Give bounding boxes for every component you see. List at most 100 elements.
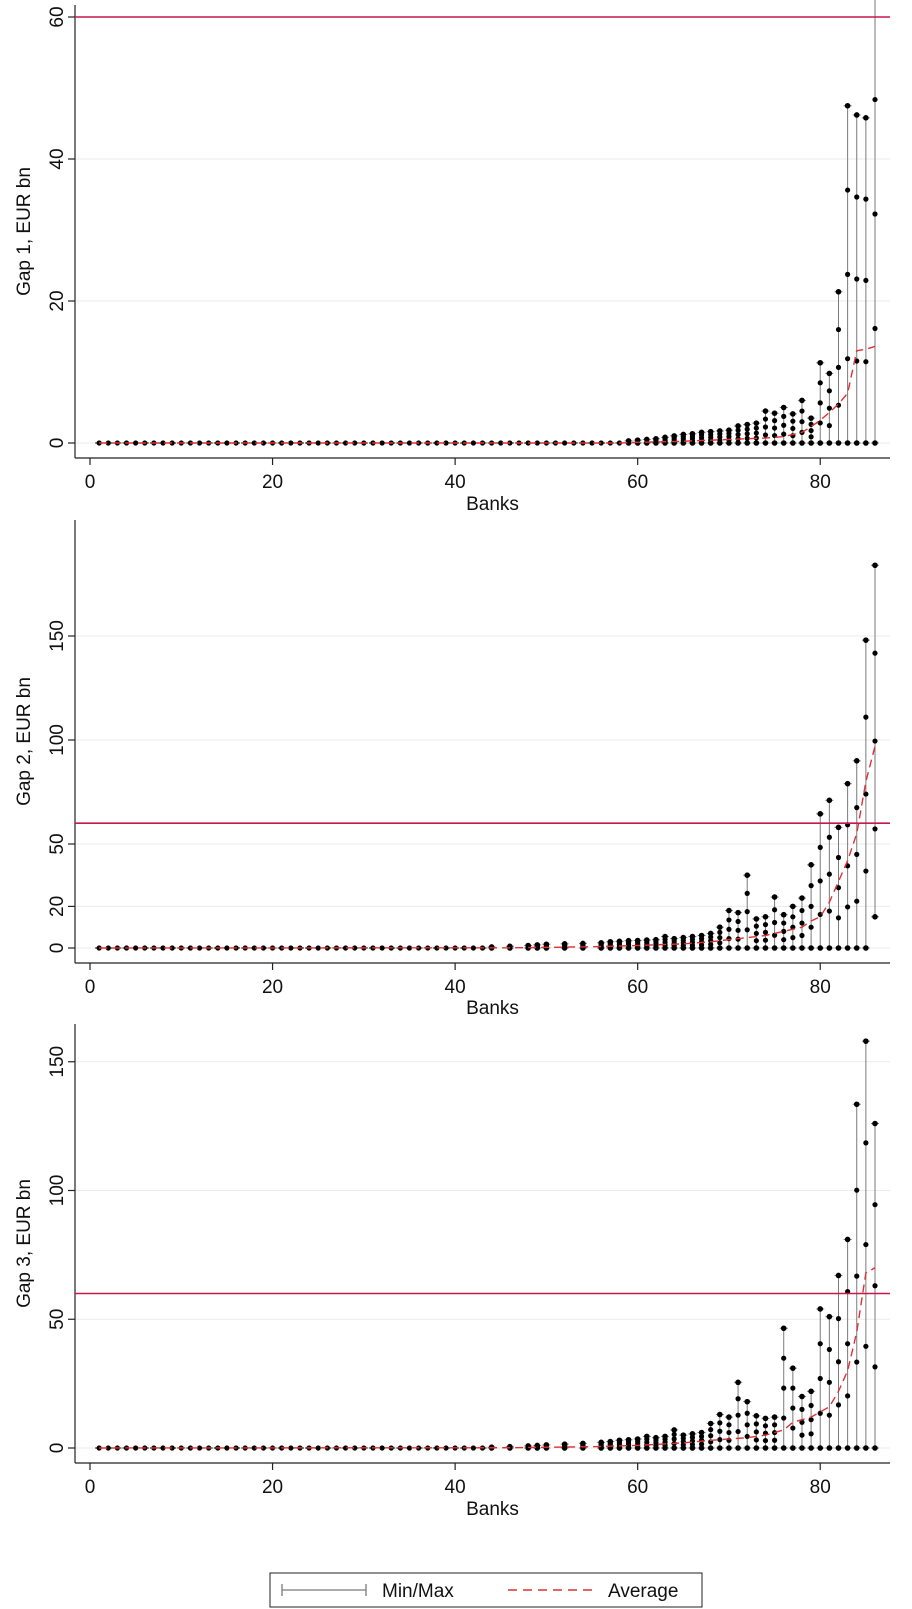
data-point	[854, 851, 860, 858]
data-point	[817, 1445, 824, 1451]
data-point	[598, 941, 604, 947]
x-axis-title: Banks	[466, 1499, 519, 1520]
data-point	[826, 405, 832, 411]
data-point	[662, 936, 668, 943]
data-point	[826, 388, 832, 394]
data-point	[771, 418, 778, 424]
data-point	[698, 936, 705, 942]
average-line	[99, 345, 876, 444]
data-point	[853, 112, 860, 118]
data-point	[707, 945, 714, 951]
data-point	[835, 854, 842, 861]
data-point	[671, 1436, 677, 1442]
data-point	[799, 945, 805, 951]
data-point	[717, 929, 723, 936]
data-point	[853, 945, 860, 951]
data-point	[762, 1423, 769, 1429]
data-point	[790, 914, 796, 920]
data-point	[753, 420, 760, 426]
data-point	[616, 940, 623, 946]
data-point	[744, 421, 751, 428]
data-point	[771, 919, 778, 926]
legend-minmax-label: Min/Max	[382, 1581, 454, 1602]
data-point	[744, 945, 751, 951]
x-tick-label: 40	[445, 1477, 466, 1498]
data-point	[735, 927, 741, 933]
data-point	[625, 440, 632, 446]
data-point	[698, 1429, 705, 1436]
data-point	[717, 1411, 723, 1418]
data-point	[735, 918, 741, 925]
data-point	[771, 440, 778, 446]
data-point	[872, 1445, 878, 1451]
data-point	[735, 1396, 741, 1402]
data-point	[863, 277, 869, 284]
data-point	[844, 1236, 851, 1243]
data-point	[753, 1445, 760, 1451]
data-point	[835, 945, 842, 951]
data-point	[762, 922, 769, 928]
data-point	[744, 927, 750, 933]
data-point	[680, 937, 686, 943]
data-point	[835, 326, 842, 333]
x-tick-label: 20	[262, 472, 283, 493]
data-point	[853, 758, 860, 764]
data-point	[717, 945, 723, 951]
y-tick-label: 40	[47, 148, 68, 169]
data-point	[762, 432, 769, 438]
data-point	[598, 1441, 604, 1447]
data-point	[744, 890, 750, 897]
x-tick-label: 80	[810, 1477, 831, 1498]
data-point	[735, 945, 741, 951]
data-point	[845, 904, 851, 910]
data-point	[753, 923, 759, 929]
legend-average-label: Average	[608, 1581, 678, 1602]
x-tick-label: 0	[85, 1477, 96, 1498]
data-point	[671, 938, 677, 944]
data-point	[835, 440, 842, 446]
data-point	[835, 364, 842, 370]
data-point	[562, 942, 568, 948]
data-point	[808, 924, 814, 930]
data-point	[835, 288, 842, 295]
data-point	[863, 1241, 869, 1248]
data-point	[671, 1427, 677, 1433]
data-point	[662, 436, 668, 442]
data-point	[872, 1120, 878, 1127]
data-point	[808, 862, 814, 868]
data-point	[863, 1343, 869, 1349]
data-point	[771, 945, 778, 951]
data-point	[680, 1435, 686, 1441]
x-tick-label: 20	[262, 977, 283, 998]
data-point	[762, 937, 769, 943]
data-point	[835, 1359, 842, 1365]
data-point	[863, 1445, 869, 1451]
data-point	[790, 440, 796, 446]
data-point	[790, 935, 796, 941]
data-point	[872, 440, 878, 446]
data-point	[744, 435, 750, 441]
y-tick-label: 50	[47, 833, 68, 854]
y-axis-title: Gap 1, EUR bn	[14, 167, 35, 296]
data-point	[607, 940, 613, 946]
average-line	[99, 746, 876, 949]
data-point	[726, 1429, 732, 1436]
data-point	[753, 1413, 760, 1419]
data-point	[790, 1405, 796, 1411]
data-point	[817, 400, 823, 406]
data-point	[735, 431, 741, 438]
data-point	[708, 431, 714, 438]
x-tick-label: 0	[85, 472, 96, 493]
data-point	[872, 738, 878, 744]
data-point	[844, 102, 851, 109]
data-point	[625, 1439, 632, 1445]
data-point	[844, 780, 851, 787]
data-point	[863, 115, 869, 121]
x-tick-label: 40	[445, 977, 466, 998]
data-point	[744, 909, 750, 915]
data-point	[780, 945, 787, 951]
data-point	[844, 440, 851, 446]
data-point	[790, 1445, 796, 1451]
data-point	[762, 1445, 769, 1451]
x-axis-title: Banks	[466, 494, 519, 515]
